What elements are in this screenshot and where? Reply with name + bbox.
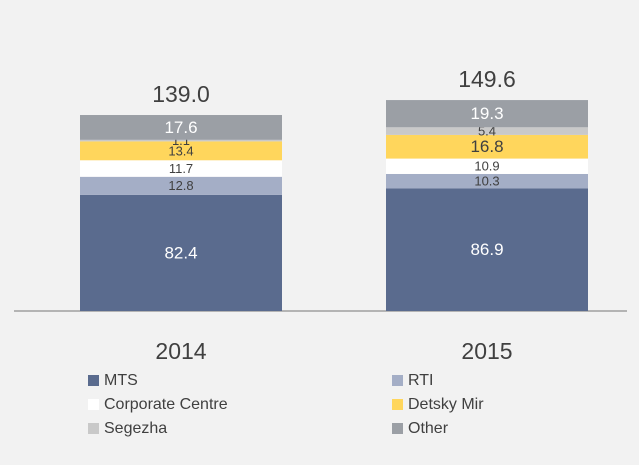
bar-segment bbox=[386, 158, 588, 174]
legend-swatch bbox=[392, 399, 403, 410]
data-label: 13.4 bbox=[168, 143, 193, 158]
data-label: 19.3 bbox=[470, 104, 503, 123]
data-label: 86.9 bbox=[470, 240, 503, 259]
legend-swatch bbox=[88, 423, 99, 434]
bar-segment bbox=[386, 188, 588, 311]
bar-segment bbox=[80, 139, 282, 142]
data-label: 82.4 bbox=[164, 243, 197, 262]
legend-swatch bbox=[88, 375, 99, 386]
legend-swatch bbox=[392, 423, 403, 434]
bar-segment bbox=[80, 194, 282, 311]
bar-segment bbox=[386, 100, 588, 128]
bar-segment bbox=[80, 176, 282, 195]
data-label: 10.9 bbox=[474, 159, 499, 174]
legend-swatch bbox=[88, 399, 99, 410]
legend-label: Other bbox=[408, 420, 449, 437]
legend-label: Detsky Mir bbox=[408, 396, 484, 413]
data-label: 12.8 bbox=[168, 178, 193, 193]
x-tick-label: 2014 bbox=[155, 338, 206, 364]
bar-segment bbox=[80, 141, 282, 161]
bar-segment bbox=[80, 160, 282, 177]
bar-segment bbox=[80, 115, 282, 140]
bar-segment bbox=[386, 173, 588, 189]
total-label: 149.6 bbox=[458, 66, 516, 92]
bar-segment bbox=[386, 127, 588, 135]
data-label: 11.7 bbox=[169, 161, 193, 176]
legend-label: Segezha bbox=[104, 420, 167, 437]
data-label: 17.6 bbox=[164, 118, 197, 137]
total-label: 139.0 bbox=[152, 81, 210, 107]
x-tick-label: 2015 bbox=[461, 338, 512, 364]
bar-segment bbox=[386, 134, 588, 159]
legend-label: MTS bbox=[104, 372, 138, 389]
legend-swatch bbox=[392, 375, 403, 386]
legend-label: RTI bbox=[408, 372, 433, 389]
legend-label: Corporate Centre bbox=[104, 396, 228, 413]
data-label: 16.8 bbox=[470, 137, 503, 156]
data-label: 10.3 bbox=[474, 174, 499, 189]
